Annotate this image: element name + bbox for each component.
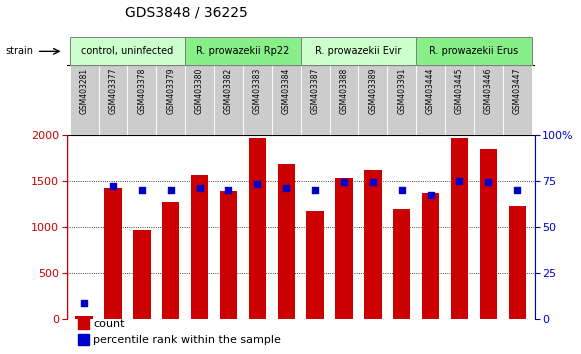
Point xyxy=(166,187,175,193)
Bar xyxy=(388,65,416,135)
Text: GSM403388: GSM403388 xyxy=(339,68,349,114)
Bar xyxy=(220,191,237,319)
Bar xyxy=(214,65,243,135)
Bar xyxy=(99,65,127,135)
Point xyxy=(224,187,233,193)
Point xyxy=(426,193,435,198)
Text: GSM403382: GSM403382 xyxy=(224,68,233,114)
Bar xyxy=(329,65,358,135)
Point xyxy=(512,187,522,193)
Text: percentile rank within the sample: percentile rank within the sample xyxy=(93,335,281,344)
Bar xyxy=(191,175,208,319)
Bar xyxy=(480,149,497,319)
Bar xyxy=(185,37,301,65)
Bar xyxy=(416,65,445,135)
Point xyxy=(339,179,349,185)
Bar xyxy=(249,138,266,319)
Text: R. prowazekii Evir: R. prowazekii Evir xyxy=(315,46,401,56)
Text: GDS3848 / 36225: GDS3848 / 36225 xyxy=(124,5,248,19)
Bar xyxy=(503,65,532,135)
Bar xyxy=(127,65,156,135)
Text: GSM403384: GSM403384 xyxy=(282,68,290,114)
Bar xyxy=(445,65,474,135)
Point xyxy=(397,187,406,193)
Point xyxy=(282,185,291,191)
Text: GSM403445: GSM403445 xyxy=(455,68,464,114)
Text: GSM403391: GSM403391 xyxy=(397,68,406,114)
Text: GSM403383: GSM403383 xyxy=(253,68,262,114)
Bar xyxy=(243,65,272,135)
Point xyxy=(109,183,118,189)
Text: R. prowazekii Erus: R. prowazekii Erus xyxy=(429,46,518,56)
Point xyxy=(137,187,146,193)
Text: GSM403447: GSM403447 xyxy=(512,68,522,114)
Point xyxy=(253,181,262,187)
Text: GSM403446: GSM403446 xyxy=(484,68,493,114)
Text: GSM403389: GSM403389 xyxy=(368,68,377,114)
Text: R. prowazekii Rp22: R. prowazekii Rp22 xyxy=(196,46,289,56)
Point xyxy=(455,178,464,183)
Bar xyxy=(162,202,180,319)
Bar xyxy=(306,211,324,319)
Point xyxy=(483,179,493,185)
Bar xyxy=(451,138,468,319)
Text: GSM403444: GSM403444 xyxy=(426,68,435,114)
Bar xyxy=(78,334,89,346)
Point xyxy=(368,179,378,185)
Bar xyxy=(335,178,353,319)
Bar xyxy=(301,37,416,65)
Text: GSM403387: GSM403387 xyxy=(311,68,320,114)
Bar xyxy=(76,316,93,319)
Text: GSM403380: GSM403380 xyxy=(195,68,204,114)
Bar xyxy=(508,206,526,319)
Bar xyxy=(70,37,185,65)
Bar xyxy=(301,65,329,135)
Point xyxy=(195,185,205,191)
Bar xyxy=(364,170,382,319)
Bar xyxy=(278,164,295,319)
Text: GSM403379: GSM403379 xyxy=(166,68,175,114)
Bar xyxy=(272,65,301,135)
Bar xyxy=(416,37,532,65)
Bar xyxy=(393,209,410,319)
Point xyxy=(310,187,320,193)
Text: GSM403378: GSM403378 xyxy=(137,68,146,114)
Bar xyxy=(358,65,388,135)
Text: count: count xyxy=(93,319,124,329)
Bar xyxy=(422,193,439,319)
Bar xyxy=(185,65,214,135)
Bar xyxy=(70,65,99,135)
Text: GSM403377: GSM403377 xyxy=(109,68,117,114)
Bar xyxy=(105,188,121,319)
Bar xyxy=(156,65,185,135)
Bar xyxy=(78,318,89,329)
Bar xyxy=(474,65,503,135)
Text: control, uninfected: control, uninfected xyxy=(81,46,174,56)
Text: GSM403281: GSM403281 xyxy=(80,68,89,114)
Bar xyxy=(133,230,150,319)
Point xyxy=(80,300,89,306)
Text: strain: strain xyxy=(6,46,34,56)
